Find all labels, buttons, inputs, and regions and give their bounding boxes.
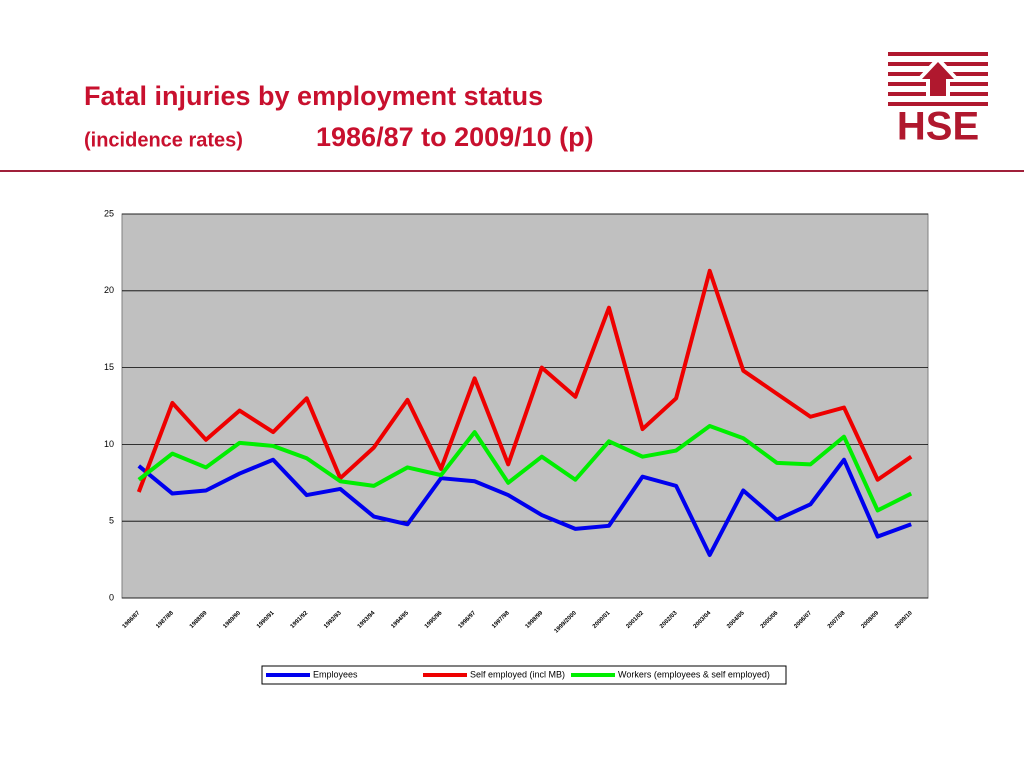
logo-icon — [888, 52, 988, 106]
x-tick-label: 1990/91 — [256, 610, 276, 630]
x-tick-label: 1998/99 — [525, 610, 545, 630]
x-tick-label: 2005/06 — [760, 610, 780, 630]
x-tick-label: 2001/02 — [625, 610, 645, 630]
x-tick-label: 1999/2000 — [554, 610, 579, 635]
x-tick-label: 2009/10 — [894, 610, 914, 630]
x-tick-label: 1988/89 — [189, 610, 209, 630]
legend-label: Workers (employees & self employed) — [618, 669, 770, 679]
legend-label: Employees — [313, 669, 358, 679]
x-tick-label: 1995/96 — [424, 610, 444, 630]
plot-area — [121, 213, 929, 599]
series-line — [137, 457, 912, 557]
x-tick-label: 2000/01 — [592, 610, 612, 630]
series-line — [136, 268, 913, 493]
x-tick-label: 1986/87 — [122, 610, 142, 630]
x-tick-label: 2004/05 — [726, 610, 746, 630]
x-tick-label: 2002/03 — [659, 610, 679, 630]
x-tick-label: 1987/88 — [155, 610, 175, 630]
x-tick-label: 2003/04 — [693, 610, 713, 630]
legend-box — [261, 665, 787, 685]
x-tick-label: 1991/92 — [290, 610, 310, 630]
x-tick-label: 2006/07 — [793, 610, 813, 630]
x-tick-label: 1993/94 — [357, 610, 377, 630]
x-tick-label: 2008/09 — [861, 610, 881, 630]
y-tick-label: 20 — [104, 285, 114, 295]
x-tick-label: 1996/97 — [458, 610, 478, 630]
y-tick-label: 25 — [104, 208, 114, 218]
legend-label: Self employed (incl MB) — [470, 669, 565, 679]
y-tick-label: 15 — [104, 362, 114, 372]
slide-title: Fatal injuries by employment status — [84, 81, 543, 111]
subtitle-small: (incidence rates) — [84, 129, 243, 151]
x-tick-label: 1994/95 — [390, 610, 410, 630]
x-tick-label: 2007/08 — [827, 610, 847, 630]
series-line — [137, 423, 913, 513]
x-tick-label: 1992/93 — [323, 610, 343, 630]
y-tick-label: 10 — [104, 439, 114, 449]
x-tick-label: 1997/98 — [491, 610, 511, 630]
x-tick-label: 1989/90 — [222, 610, 242, 630]
subtitle-large: 1986/87 to 2009/10 (p) — [316, 122, 594, 152]
logo-text: HSE — [897, 105, 979, 149]
y-tick-label: 0 — [109, 592, 114, 602]
y-tick-label: 5 — [109, 516, 114, 526]
